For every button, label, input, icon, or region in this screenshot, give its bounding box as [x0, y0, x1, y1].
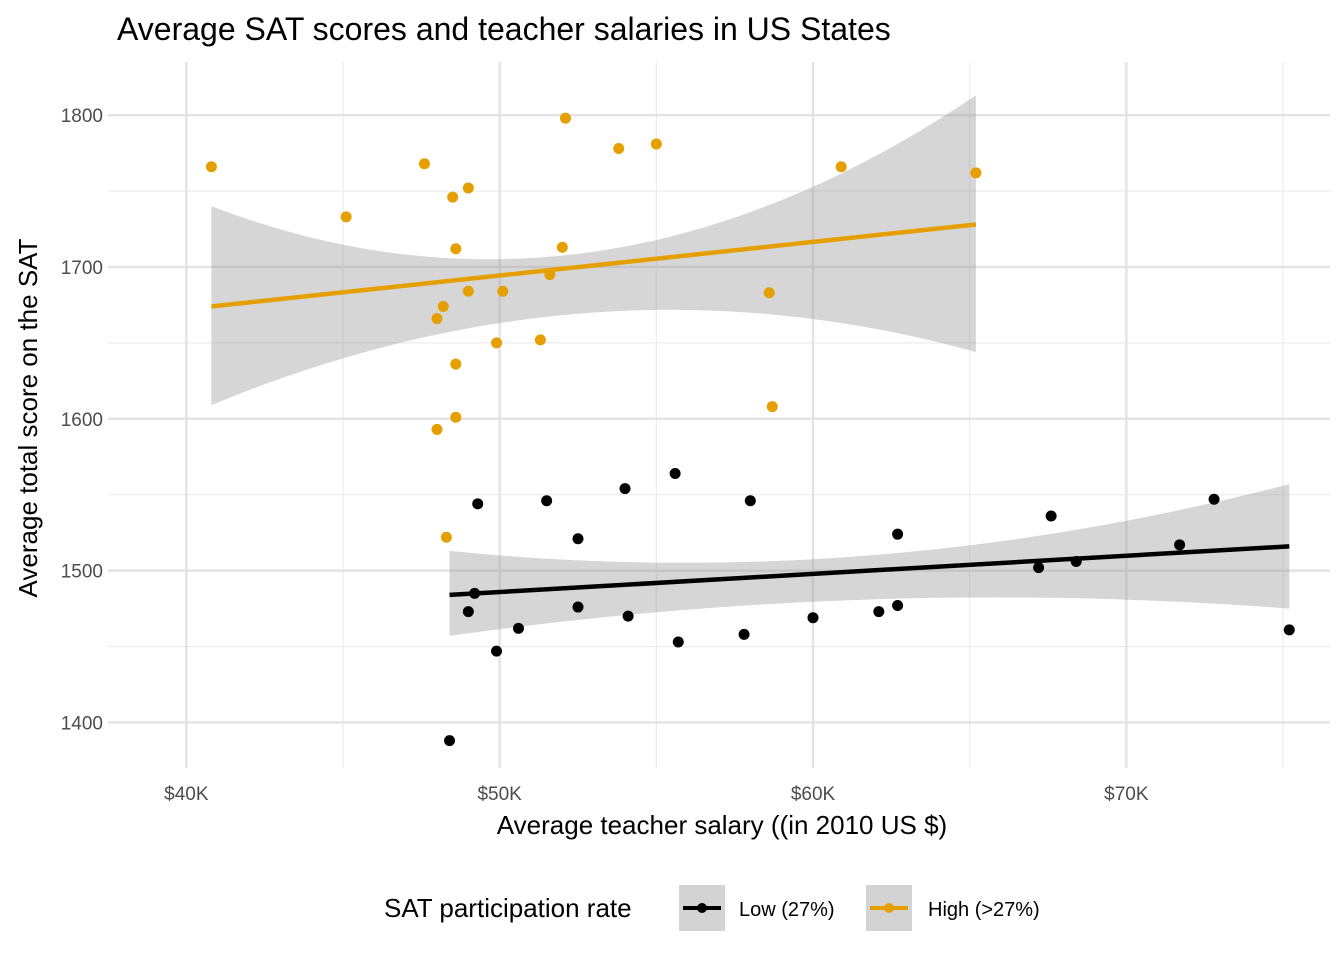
data-point [613, 143, 625, 155]
data-point [738, 628, 750, 640]
data-point [450, 411, 462, 423]
legend-title: SAT participation rate [384, 893, 632, 923]
data-point [444, 735, 456, 747]
x-axis-title: Average teacher salary ((in 2010 US $) [497, 810, 947, 840]
confidence-band-0 [449, 484, 1290, 636]
data-point [462, 182, 474, 194]
x-tick-label: $50K [477, 784, 522, 805]
legend-label-high: High (>27%) [928, 899, 1040, 921]
data-point [1174, 539, 1186, 551]
data-point [469, 587, 481, 599]
y-axis-ticks: 1400 1500 1600 1700 1800 [61, 106, 103, 734]
data-point [544, 269, 556, 281]
fit-line-1 [211, 222, 977, 309]
data-point [1045, 510, 1057, 522]
data-point [462, 285, 474, 297]
data-point [472, 498, 484, 510]
y-tick-label: 1800 [61, 106, 103, 127]
data-point [437, 300, 449, 312]
chart-title: Average SAT scores and teacher salaries … [117, 11, 891, 47]
data-point [835, 161, 847, 173]
data-point [1033, 562, 1045, 574]
data-point [491, 337, 503, 349]
data-point [440, 531, 452, 543]
data-point [462, 606, 474, 618]
fit-lines [211, 222, 1290, 598]
legend-key-high-point [884, 903, 894, 913]
data-point [892, 600, 904, 612]
data-point [892, 528, 904, 540]
y-tick-label: 1700 [61, 258, 103, 279]
data-point [340, 211, 352, 223]
x-tick-label: $60K [791, 784, 836, 805]
data-point [1070, 556, 1082, 568]
data-point [650, 138, 662, 150]
confidence-bands [211, 95, 1290, 636]
x-tick-label: $40K [164, 784, 209, 805]
data-point [572, 601, 584, 613]
data-point [491, 645, 503, 657]
y-tick-label: 1600 [61, 410, 103, 431]
data-point [450, 358, 462, 370]
data-point [447, 191, 459, 203]
confidence-band-1 [211, 95, 976, 406]
data-point [534, 334, 546, 346]
data-point [744, 495, 756, 507]
data-point [1283, 624, 1295, 636]
legend: SAT participation rate Low (27%) High (>… [384, 885, 1040, 931]
data-point [541, 495, 553, 507]
data-point [431, 313, 443, 325]
x-axis-ticks: $40K $50K $60K $70K [164, 784, 1149, 805]
data-point [807, 612, 819, 624]
data-point [970, 167, 982, 179]
grid [108, 62, 1330, 768]
legend-key-low-point [697, 903, 707, 913]
data-points [205, 112, 1295, 747]
data-point [1208, 493, 1220, 505]
data-point [418, 158, 430, 170]
data-point [556, 241, 568, 253]
data-point [497, 285, 509, 297]
legend-label-low: Low (27%) [739, 899, 835, 921]
data-point [450, 243, 462, 255]
data-point [512, 622, 524, 634]
data-point [873, 606, 885, 618]
fit-line-0 [449, 544, 1290, 598]
data-point [669, 467, 681, 479]
data-point [766, 401, 778, 413]
data-point [559, 112, 571, 124]
data-point [572, 533, 584, 545]
y-axis-title: Average total score on the SAT [13, 238, 43, 597]
data-point [672, 636, 684, 648]
y-tick-label: 1400 [61, 713, 103, 734]
data-point [763, 287, 775, 299]
y-tick-label: 1500 [61, 562, 103, 583]
x-tick-label: $70K [1104, 784, 1149, 805]
data-point [205, 161, 217, 173]
data-point [619, 483, 631, 495]
data-point [431, 423, 443, 435]
data-point [622, 610, 634, 622]
